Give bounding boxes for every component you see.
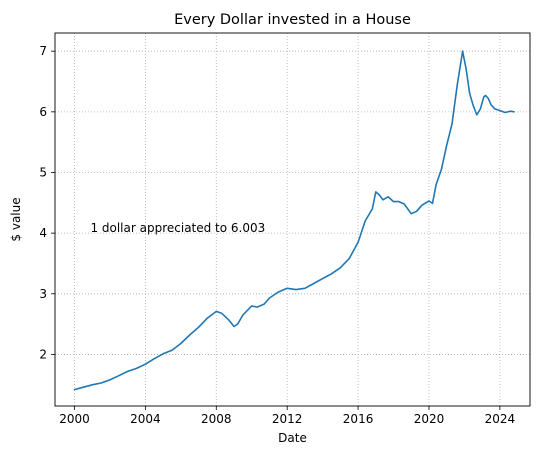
x-tick-label: 2000 [59, 412, 90, 426]
y-tick-label: 7 [39, 44, 47, 58]
chart-title: Every Dollar invested in a House [174, 12, 411, 28]
annotation-text: 1 dollar appreciated to 6.003 [90, 221, 265, 235]
x-axis-label: Date [278, 431, 307, 445]
y-axis-label: $ value [9, 197, 23, 241]
y-tick-label: 2 [39, 347, 47, 361]
x-axis: 2000 2004 2008 2012 2016 2020 2024 [59, 406, 515, 426]
y-tick-label: 5 [39, 165, 47, 179]
x-tick-label: 2004 [130, 412, 161, 426]
y-axis: 2 3 4 5 6 7 [39, 44, 55, 361]
series-group [73, 50, 515, 391]
y-tick-label: 3 [39, 287, 47, 301]
y-tick-label: 6 [39, 105, 47, 119]
plot-frame [54, 32, 531, 407]
x-tick-label: 2020 [414, 412, 445, 426]
y-tick-label: 4 [39, 226, 47, 240]
grid [55, 33, 530, 406]
x-tick-label: 2008 [201, 412, 232, 426]
x-tick-label: 2016 [343, 412, 374, 426]
x-tick-label: 2024 [485, 412, 516, 426]
x-tick-label: 2012 [272, 412, 303, 426]
series-line [73, 50, 515, 391]
